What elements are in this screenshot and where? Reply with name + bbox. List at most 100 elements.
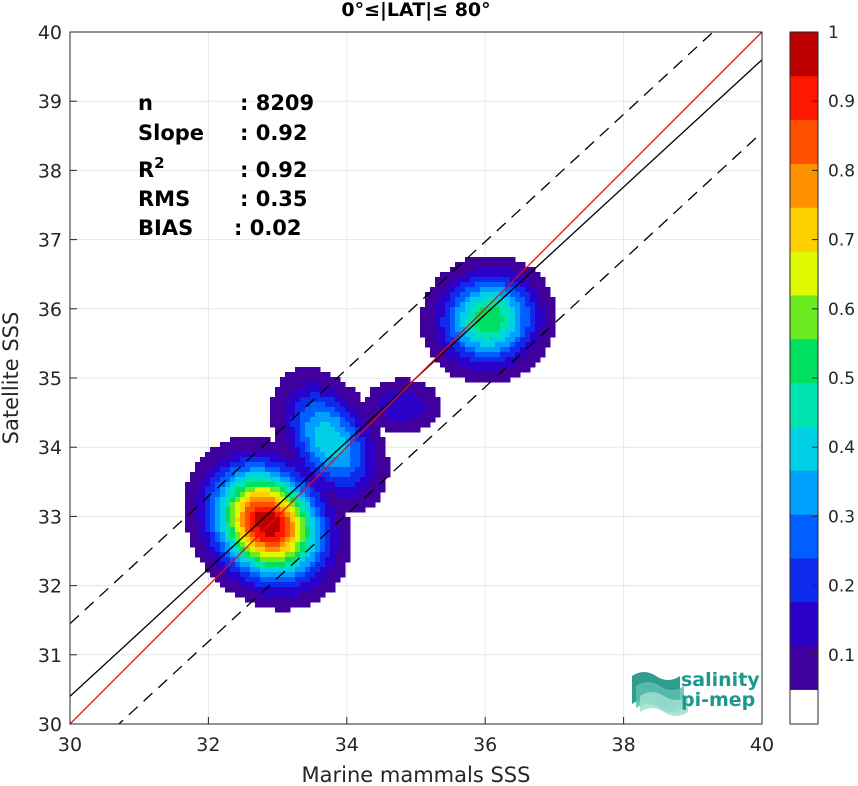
density-cell (285, 592, 291, 598)
density-cell (305, 492, 311, 498)
density-cell (355, 412, 361, 418)
density-cell (280, 537, 286, 543)
density-cell (270, 397, 276, 403)
density-cell (220, 447, 226, 453)
density-cell (455, 267, 461, 273)
density-cell (530, 312, 536, 318)
density-cell (315, 567, 321, 573)
density-cell (315, 387, 321, 393)
density-cell (495, 317, 501, 323)
density-cell (350, 502, 356, 508)
density-cell (290, 382, 296, 388)
density-cell (540, 322, 546, 328)
density-cell (240, 462, 246, 468)
density-cell (200, 542, 206, 548)
density-cell (305, 442, 311, 448)
density-cell (380, 477, 386, 483)
density-cell (245, 512, 251, 518)
density-cell (535, 327, 541, 333)
density-cell (370, 492, 376, 498)
density-cell (280, 572, 286, 578)
density-cell (530, 302, 536, 308)
density-cell (260, 487, 266, 493)
density-cell (240, 507, 246, 513)
density-cell (205, 502, 211, 508)
density-cell (510, 282, 516, 288)
density-cell (305, 437, 311, 443)
density-cell (220, 512, 226, 518)
density-cell (455, 327, 461, 333)
density-cell (375, 472, 381, 478)
density-cell (515, 327, 521, 333)
density-cell (405, 407, 411, 413)
colorbar-tick-label: 0.2 (828, 577, 855, 597)
density-cell (330, 432, 336, 438)
density-cell (480, 327, 486, 333)
density-cell (540, 337, 546, 343)
density-cell (485, 347, 491, 353)
density-cell (310, 522, 316, 528)
density-cell (345, 392, 351, 398)
density-cell (480, 342, 486, 348)
density-cell (500, 297, 506, 303)
density-cell (455, 347, 461, 353)
density-cell (245, 482, 251, 488)
density-cell (320, 402, 326, 408)
density-cell (520, 292, 526, 298)
density-cell (220, 567, 226, 573)
density-cell (325, 412, 331, 418)
density-cell (275, 562, 281, 568)
density-cell (415, 427, 421, 433)
density-cell (520, 322, 526, 328)
density-cell (230, 442, 236, 448)
density-cell (355, 472, 361, 478)
density-cell (380, 452, 386, 458)
density-cell (450, 327, 456, 333)
density-cell (325, 492, 331, 498)
density-cell (305, 477, 311, 483)
density-cell (300, 472, 306, 478)
density-cell (330, 407, 336, 413)
density-cell (375, 497, 381, 503)
density-cell (350, 477, 356, 483)
density-cell (480, 362, 486, 368)
density-cell (330, 382, 336, 388)
density-cell (215, 547, 221, 553)
density-cell (520, 362, 526, 368)
density-cell (245, 447, 251, 453)
density-cell (330, 582, 336, 588)
density-cell (360, 452, 366, 458)
density-cell (525, 337, 531, 343)
density-cell (470, 347, 476, 353)
density-cell (395, 422, 401, 428)
density-cell (315, 582, 321, 588)
density-cell (375, 437, 381, 443)
density-cell (385, 387, 391, 393)
density-cell (210, 477, 216, 483)
density-cell (540, 312, 546, 318)
density-cell (470, 377, 476, 383)
density-cell (210, 462, 216, 468)
density-cell (280, 577, 286, 583)
density-cell (335, 387, 341, 393)
density-cell (300, 392, 306, 398)
density-cell (275, 447, 281, 453)
density-cell (310, 477, 316, 483)
density-cell (255, 512, 261, 518)
density-cell (305, 367, 311, 373)
density-cell (415, 392, 421, 398)
density-cell (355, 442, 361, 448)
density-cell (530, 337, 536, 343)
density-cell (335, 527, 341, 533)
density-cell (320, 587, 326, 593)
density-cell (450, 337, 456, 343)
density-cell (285, 557, 291, 563)
density-cell (200, 527, 206, 533)
density-cell (255, 537, 261, 543)
density-cell (195, 542, 201, 548)
density-cell (190, 512, 196, 518)
density-cell (295, 392, 301, 398)
density-cell (280, 382, 286, 388)
density-cell (490, 342, 496, 348)
density-cell (335, 462, 341, 468)
